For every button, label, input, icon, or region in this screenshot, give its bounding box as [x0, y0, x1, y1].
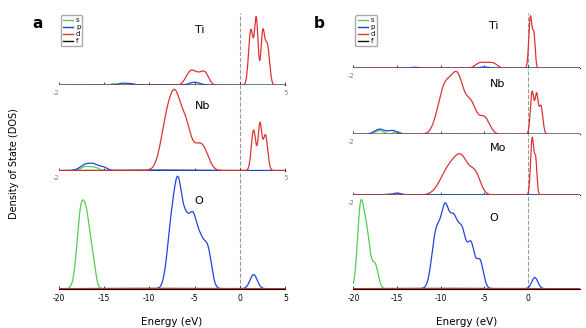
Text: Nb: Nb: [195, 101, 210, 111]
Text: Energy (eV): Energy (eV): [141, 317, 203, 327]
Text: b: b: [314, 16, 325, 31]
Text: Mo: Mo: [489, 143, 506, 153]
Text: Nb: Nb: [489, 79, 505, 89]
Text: Density of State (DOS): Density of State (DOS): [9, 109, 19, 219]
Legend: s, p, d, f: s, p, d, f: [61, 15, 83, 47]
Text: Energy (eV): Energy (eV): [436, 317, 498, 327]
Text: Ti: Ti: [195, 25, 204, 35]
Text: a: a: [32, 16, 43, 31]
Legend: s, p, d, f: s, p, d, f: [356, 15, 377, 47]
Text: O: O: [489, 213, 498, 223]
Text: Ti: Ti: [489, 21, 499, 31]
Text: O: O: [195, 195, 203, 206]
